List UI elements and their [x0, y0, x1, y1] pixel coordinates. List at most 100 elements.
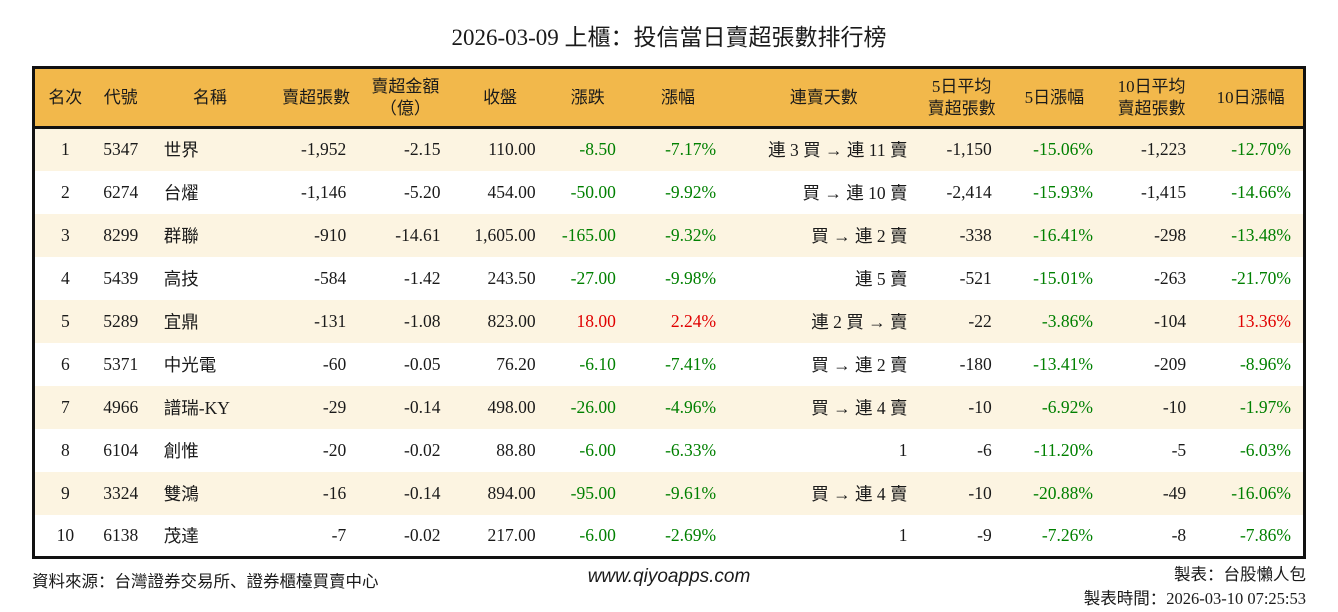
cell-amount: -2.15: [404, 139, 441, 160]
cell-code: 6138: [103, 524, 139, 545]
header-row: 名次 代號 名稱 賣超張數 賣超金額 （億） 收盤 漲跌 漲幅 連賣天數 5日平均 賣超張數 5日漲…: [33, 67, 1305, 129]
column-header-rank: 名次: [33, 67, 96, 129]
cell-avg10: -1,415: [1140, 181, 1187, 202]
cell-rank: 3: [60, 224, 70, 245]
cell-streak: 1: [898, 439, 908, 460]
table-row: 10 6138 茂達 -7 -0.02 217.00 -6.00 -2.69% 1 -9 -7.26…: [33, 514, 1305, 558]
cell-pct10: -21.70%: [1231, 267, 1291, 288]
cell-change: -6.00: [579, 439, 616, 460]
cell-close: 823.00: [487, 310, 536, 331]
cell-amount: -0.14: [404, 396, 441, 417]
cell-amount: -0.02: [404, 524, 441, 545]
cell-change_pct: -4.96%: [665, 396, 717, 417]
cell-code: 3324: [103, 482, 139, 503]
cell-change_pct: -6.33%: [665, 439, 717, 460]
cell-net_sell: -16: [322, 482, 347, 503]
cell-avg5: -9: [977, 524, 992, 545]
cell-streak: 買 → 連 4 賣: [811, 397, 908, 418]
maker-label: 製表：台股懶人包: [1174, 565, 1306, 584]
cell-avg5: -1,150: [946, 139, 992, 160]
column-header-amount: 賣超金額 （億）: [358, 67, 453, 129]
table-row: 2 6274 台燿 -1,146 -5.20 454.00 -50.00 -9.92% 買 → …: [33, 170, 1305, 214]
cell-net_sell: -20: [322, 439, 347, 460]
cell-change_pct: -7.17%: [665, 139, 717, 160]
cell-avg5: -338: [959, 224, 992, 245]
cell-name: 茂達: [163, 525, 199, 546]
cell-net_sell: -584: [314, 267, 347, 288]
cell-close: 217.00: [487, 524, 536, 545]
cell-code: 5347: [103, 139, 139, 160]
cell-streak: 買 → 連 10 賣: [802, 182, 908, 203]
table-row: 5 5289 宜鼎 -131 -1.08 823.00 18.00 2.24% 連 2 買 → …: [33, 299, 1305, 343]
credits: 製表：台股懶人包 製表時間：2026-03-10 07:25:53: [1084, 563, 1306, 611]
column-header-net_sell: 賣超張數: [274, 67, 359, 129]
cell-streak: 買 → 連 4 賣: [811, 483, 908, 504]
table-row: 1 5347 世界 -1,952 -2.15 110.00 -8.50 -7.17% 連 3 買…: [33, 127, 1305, 171]
cell-name: 創惟: [163, 440, 199, 461]
ranking-table: 名次 代號 名稱 賣超張數 賣超金額 （億） 收盤 漲跌 漲幅 連賣天數 5日平均 賣超張數 5日漲…: [32, 66, 1306, 559]
cell-avg5: -10: [968, 396, 992, 417]
cell-close: 498.00: [487, 396, 536, 417]
cell-net_sell: -60: [322, 353, 347, 374]
cell-change_pct: -7.41%: [665, 353, 717, 374]
cell-change: -8.50: [579, 139, 616, 160]
cell-pct10: -16.06%: [1231, 482, 1291, 503]
cell-change: -6.10: [579, 353, 616, 374]
table-row: 6 5371 中光電 -60 -0.05 76.20 -6.10 -7.41% 買 → 連 2 …: [33, 342, 1305, 386]
cell-change_pct: -9.32%: [665, 224, 717, 245]
cell-avg10: -298: [1154, 224, 1187, 245]
cell-change: 18.00: [576, 310, 616, 331]
cell-name: 世界: [163, 140, 199, 161]
cell-streak: 連 2 買 → 賣: [811, 311, 908, 332]
cell-avg10: -263: [1154, 267, 1187, 288]
cell-change: -95.00: [570, 482, 616, 503]
cell-code: 6274: [103, 181, 139, 202]
table-header: 名次 代號 名稱 賣超張數 賣超金額 （億） 收盤 漲跌 漲幅 連賣天數 5日平均 賣超張數 5日漲…: [33, 67, 1305, 129]
cell-pct10: -8.96%: [1239, 353, 1291, 374]
column-header-code: 代號: [95, 67, 146, 129]
cell-avg10: -209: [1154, 353, 1187, 374]
cell-name: 雙鴻: [163, 483, 199, 504]
cell-code: 5371: [103, 353, 139, 374]
cell-streak: 買 → 連 2 賣: [811, 354, 908, 375]
table-row: 7 4966 譜瑞-KY -29 -0.14 498.00 -26.00 -4.96% 買 → …: [33, 385, 1305, 429]
cell-avg5: -180: [959, 353, 992, 374]
cell-code: 8299: [103, 224, 139, 245]
cell-code: 5289: [103, 310, 139, 331]
cell-avg5: -10: [968, 482, 992, 503]
cell-streak: 連 3 買 → 連 11 賣: [768, 140, 908, 161]
cell-pct10: -7.86%: [1239, 524, 1291, 545]
column-header-change: 漲跌: [547, 67, 628, 129]
column-header-streak: 連賣天數: [728, 67, 920, 129]
website-link[interactable]: www.qiyoapps.com: [587, 566, 751, 587]
column-header-pct5: 5日漲幅: [1003, 67, 1105, 129]
cell-pct5: -7.26%: [1041, 524, 1093, 545]
cell-close: 76.20: [496, 353, 536, 374]
column-header-close: 收盤: [452, 67, 548, 129]
cell-close: 110.00: [488, 139, 536, 160]
cell-avg10: -8: [1171, 524, 1187, 545]
cell-change: -27.00: [570, 267, 616, 288]
cell-close: 454.00: [487, 181, 536, 202]
cell-avg5: -6: [977, 439, 992, 460]
cell-net_sell: -1,146: [301, 181, 347, 202]
cell-pct10: -13.48%: [1231, 224, 1291, 245]
cell-change_pct: -2.69%: [665, 524, 717, 545]
column-header-pct10: 10日漲幅: [1198, 67, 1305, 129]
cell-avg10: -1,223: [1140, 139, 1187, 160]
made-timestamp: 製表時間：2026-03-10 07:25:53: [1083, 589, 1306, 608]
cell-pct5: -15.01%: [1033, 267, 1093, 288]
cell-code: 6104: [103, 439, 139, 460]
cell-close: 1,605.00: [474, 224, 536, 245]
cell-avg5: -22: [968, 310, 992, 331]
cell-net_sell: -1,952: [301, 139, 347, 160]
cell-pct5: -20.88%: [1033, 482, 1093, 503]
cell-net_sell: -7: [331, 524, 347, 545]
cell-close: 894.00: [487, 482, 536, 503]
cell-avg10: -49: [1162, 482, 1187, 503]
cell-net_sell: -29: [322, 396, 347, 417]
cell-rank: 9: [60, 482, 70, 503]
cell-name: 宜鼎: [163, 311, 199, 332]
cell-pct10: -12.70%: [1231, 139, 1291, 160]
cell-pct5: -3.86%: [1041, 310, 1093, 331]
